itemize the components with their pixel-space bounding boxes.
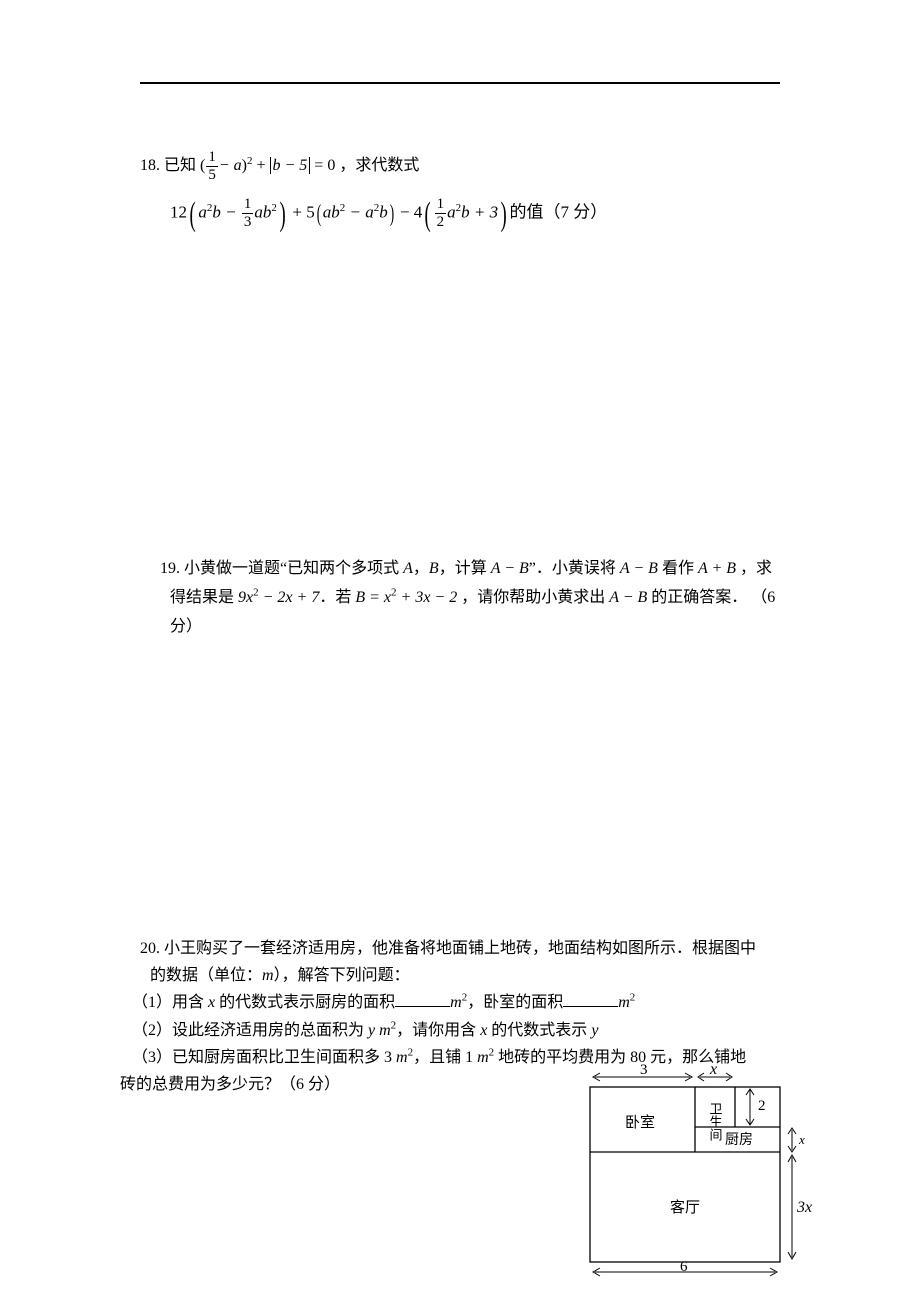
floorplan-diagram: 3 x 2 卧室 卫生间 厨房 客厅 x 3x 6 xyxy=(570,1062,815,1277)
dim-3: 3 xyxy=(640,1062,648,1078)
p1c: ，卧室的面积 xyxy=(467,994,563,1011)
bminus: b − xyxy=(212,202,240,221)
frac-1-3: 13 xyxy=(242,197,254,230)
amb3: A − B xyxy=(609,589,647,606)
B1: B xyxy=(429,560,439,577)
p1a: （1）用含 xyxy=(132,994,208,1011)
m2a: m xyxy=(450,994,462,1011)
tail18: 的值（7 分） xyxy=(509,202,607,221)
eq0: = 0 ，求代数式 xyxy=(310,157,419,174)
c1: ， xyxy=(413,560,429,577)
poly1b: − 2x + 7 xyxy=(259,589,320,606)
p2a: （2）设此经济适用房的总面积为 xyxy=(132,1022,368,1039)
ab2b: ab xyxy=(323,202,340,221)
label-kitchen: 厨房 xyxy=(725,1132,753,1148)
floorplan-svg: 3 x 2 卧室 卫生间 厨房 客厅 x 3x 6 xyxy=(570,1062,815,1277)
page: 18. 已知 (15− a)2 + b − 5 = 0 ，求代数式 12(a2b… xyxy=(0,0,920,1302)
label-bedroom: 卧室 xyxy=(625,1114,655,1131)
abs-b5: b − 5 xyxy=(270,157,311,174)
q19-l1a: 小黄做一道题“已知两个多项式 xyxy=(184,560,403,577)
question-18: 18. 已知 (15− a)2 + b − 5 = 0 ，求代数式 12(a2b… xyxy=(140,150,780,230)
q19-l2a: 得结果是 xyxy=(170,589,238,606)
p2c: 的代数式表示 xyxy=(487,1022,591,1039)
blank1 xyxy=(395,990,450,1007)
bb: b xyxy=(379,202,388,221)
dim-6: 6 xyxy=(680,1259,688,1275)
q20-l2: 的数据（单位： xyxy=(150,967,262,984)
m2c: m xyxy=(396,1049,408,1066)
q19-l1c: ”．小黄误将 xyxy=(529,560,620,577)
q19-l2c: ，请你帮助小黄求出 xyxy=(457,589,609,606)
blank2 xyxy=(563,990,618,1007)
minusA2b: − a xyxy=(345,202,373,221)
plus5: + 5 xyxy=(288,202,315,221)
p3a: （3）已知厨房面积比卫生间面积多 3 xyxy=(132,1049,396,1066)
q20-l1: 小王购买了一套经济适用房，他准备将地面铺上地砖，地面结构如图所示．根据图中 xyxy=(164,940,756,957)
p3b: ，且铺 1 xyxy=(413,1049,477,1066)
lead12: 12 xyxy=(170,202,187,221)
q20-l2b: ），解答下列问题： xyxy=(274,967,410,984)
q18-given: 已知 xyxy=(164,157,196,174)
q19-l1e: ，求 xyxy=(736,560,772,577)
dim-2: 2 xyxy=(758,1098,766,1114)
a2b2: a xyxy=(447,202,456,221)
amb1: A − B xyxy=(491,560,529,577)
plus1: + xyxy=(252,157,269,174)
minus4: − 4 xyxy=(396,202,423,221)
question-19: 19. 小黄做一道题“已知两个多项式 A，B，计算 A − B”．小黄误将 A … xyxy=(140,555,780,641)
m2d: m xyxy=(477,1049,489,1066)
dim-x-top: x xyxy=(709,1062,717,1078)
e9: 2 xyxy=(630,992,636,1004)
dim-3x: 3x xyxy=(796,1199,812,1216)
q20-line1: 20. 小王购买了一套经济适用房，他准备将地面铺上地砖，地面结构如图所示．根据图… xyxy=(120,935,800,962)
dim-x-right: x xyxy=(798,1132,805,1147)
q20-p1: （1）用含 x 的代数式表示厨房的面积m2，卧室的面积m2 xyxy=(120,989,800,1016)
q18-number: 18. xyxy=(140,157,160,174)
label-bathroom: 卫生间 xyxy=(708,1102,723,1141)
q19-l1b: ，计算 xyxy=(439,560,491,577)
p4: 砖的总费用为多少元？（6 分） xyxy=(120,1076,340,1093)
Beq: B = x xyxy=(355,589,391,606)
frac-1-5: 15 xyxy=(206,150,218,183)
minus-a: − a xyxy=(219,157,242,174)
A1: A xyxy=(403,560,413,577)
q20-number: 20. xyxy=(140,940,160,957)
q18-line2: 12(a2b − 13ab2) + 5(ab2 − a2b) − 4(12a2b… xyxy=(140,197,780,230)
bplus3: b + 3 xyxy=(461,202,498,221)
p1b: 的代数式表示厨房的面积 xyxy=(215,994,395,1011)
poly1: 9x xyxy=(238,589,253,606)
poly2b: + 3x − 2 xyxy=(397,589,458,606)
ym: y m xyxy=(368,1022,391,1039)
q19-line1: 19. 小黄做一道题“已知两个多项式 A，B，计算 A − B”．小黄误将 A … xyxy=(140,555,780,584)
q20-p2: （2）设此经济适用房的总面积为 y m2，请你用含 x 的代数式表示 y xyxy=(120,1017,800,1044)
q20-line2: 的数据（单位：m），解答下列问题： xyxy=(120,962,800,989)
label-living: 客厅 xyxy=(670,1199,700,1216)
apb: A + B xyxy=(698,560,736,577)
m2b: m xyxy=(618,994,630,1011)
q19-l2b: ．若 xyxy=(319,589,355,606)
q19-l1d: 看作 xyxy=(658,560,698,577)
q18-expr1: ( xyxy=(200,157,205,174)
q19-number: 19. xyxy=(160,560,180,577)
y: y xyxy=(591,1022,598,1039)
q19-line2: 得结果是 9x2 − 2x + 7．若 B = x2 + 3x − 2 ，请你帮… xyxy=(140,584,780,642)
amb2: A − B xyxy=(620,560,658,577)
m-unit: m xyxy=(262,967,274,984)
e2: 2 xyxy=(271,202,277,214)
a2b: a xyxy=(198,202,207,221)
p2b: ，请你用含 xyxy=(396,1022,480,1039)
ab2: ab xyxy=(254,202,271,221)
frac-1-2: 12 xyxy=(435,197,447,230)
header-rule xyxy=(140,82,780,84)
